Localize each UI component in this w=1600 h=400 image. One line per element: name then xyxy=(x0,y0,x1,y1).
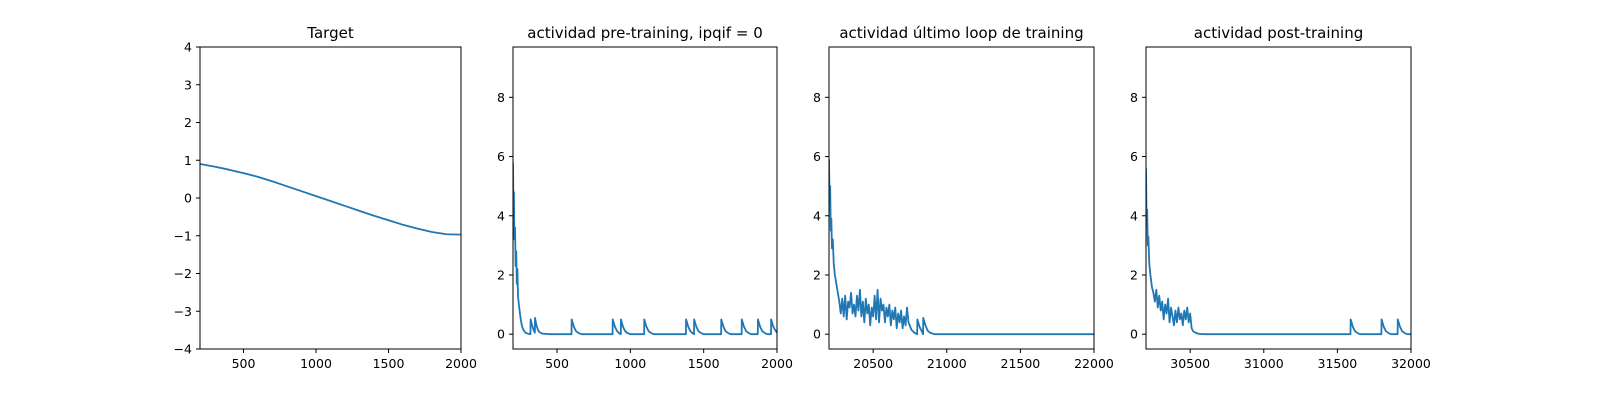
y-tick-label: 6 xyxy=(497,149,505,164)
y-tick-label: 1 xyxy=(184,153,192,168)
x-tick-label: 1500 xyxy=(373,356,405,371)
x-tick-label: 31000 xyxy=(1244,356,1284,371)
y-tick-label: 4 xyxy=(1130,208,1138,223)
chart-panel-1: Target 500 1000 1500 2000 −4 −3 −2 −1 0 1 2 3 4 xyxy=(174,24,477,371)
y-tick-label: −3 xyxy=(174,304,192,319)
y-tick-label: 8 xyxy=(497,90,505,105)
y-tick-label: 6 xyxy=(1130,149,1138,164)
series-line-1 xyxy=(200,163,461,236)
chart-panel-2: actividad pre-training, ipqif = 0 500 1000… xyxy=(497,24,793,371)
y-tick-label: −4 xyxy=(174,342,192,357)
y-tick-label: 4 xyxy=(497,208,505,223)
y-tick-label: 6 xyxy=(813,149,821,164)
y-tick-label: 0 xyxy=(497,327,505,342)
series-line-1 xyxy=(1146,168,1411,336)
y-tick-label: 8 xyxy=(813,90,821,105)
x-tick-label: 1000 xyxy=(614,356,646,371)
y-tick-label: 4 xyxy=(184,40,192,55)
y-tick-label: 3 xyxy=(184,77,192,92)
x-tick-label: 30500 xyxy=(1170,356,1210,371)
y-tick-label: −2 xyxy=(174,266,192,281)
y-tick-label: 8 xyxy=(1130,90,1138,105)
x-tick-label: 22000 xyxy=(1074,356,1114,371)
y-tick-label: −1 xyxy=(174,228,192,243)
chart-title: actividad pre-training, ipqif = 0 xyxy=(527,24,763,42)
x-tick-label: 500 xyxy=(232,356,256,371)
x-tick-label: 500 xyxy=(545,356,569,371)
x-tick-label: 21000 xyxy=(927,356,967,371)
y-tick-label: 2 xyxy=(184,115,192,130)
y-tick-label: 2 xyxy=(1130,267,1138,282)
chart-panel-4: actividad post-training 30500 31000 31500 32… xyxy=(1130,24,1431,371)
x-tick-label: 1500 xyxy=(688,356,720,371)
chart-title: Target xyxy=(306,24,354,42)
x-tick-label: 31500 xyxy=(1318,356,1358,371)
x-tick-label: 2000 xyxy=(445,356,477,371)
y-tick-label: 0 xyxy=(813,327,821,342)
y-tick-label: 0 xyxy=(1130,327,1138,342)
axes-frame xyxy=(512,46,778,350)
series-line-1 xyxy=(829,159,1094,336)
x-tick-label: 20500 xyxy=(853,356,893,371)
x-tick-label: 32000 xyxy=(1391,356,1431,371)
chart-title: actividad post-training xyxy=(1194,24,1363,42)
y-tick-label: 2 xyxy=(813,267,821,282)
axes-frame xyxy=(1145,46,1412,350)
x-tick-label: 1000 xyxy=(300,356,332,371)
chart-panel-3: actividad último loop de training 20500 21… xyxy=(813,24,1114,371)
series-line-1 xyxy=(513,162,777,336)
chart-title: actividad último loop de training xyxy=(839,24,1083,42)
x-tick-label: 2000 xyxy=(761,356,793,371)
y-tick-label: 0 xyxy=(184,191,192,206)
y-tick-label: 4 xyxy=(813,208,821,223)
x-tick-label: 21500 xyxy=(1001,356,1041,371)
y-tick-label: 2 xyxy=(497,267,505,282)
axes-frame xyxy=(828,46,1095,350)
